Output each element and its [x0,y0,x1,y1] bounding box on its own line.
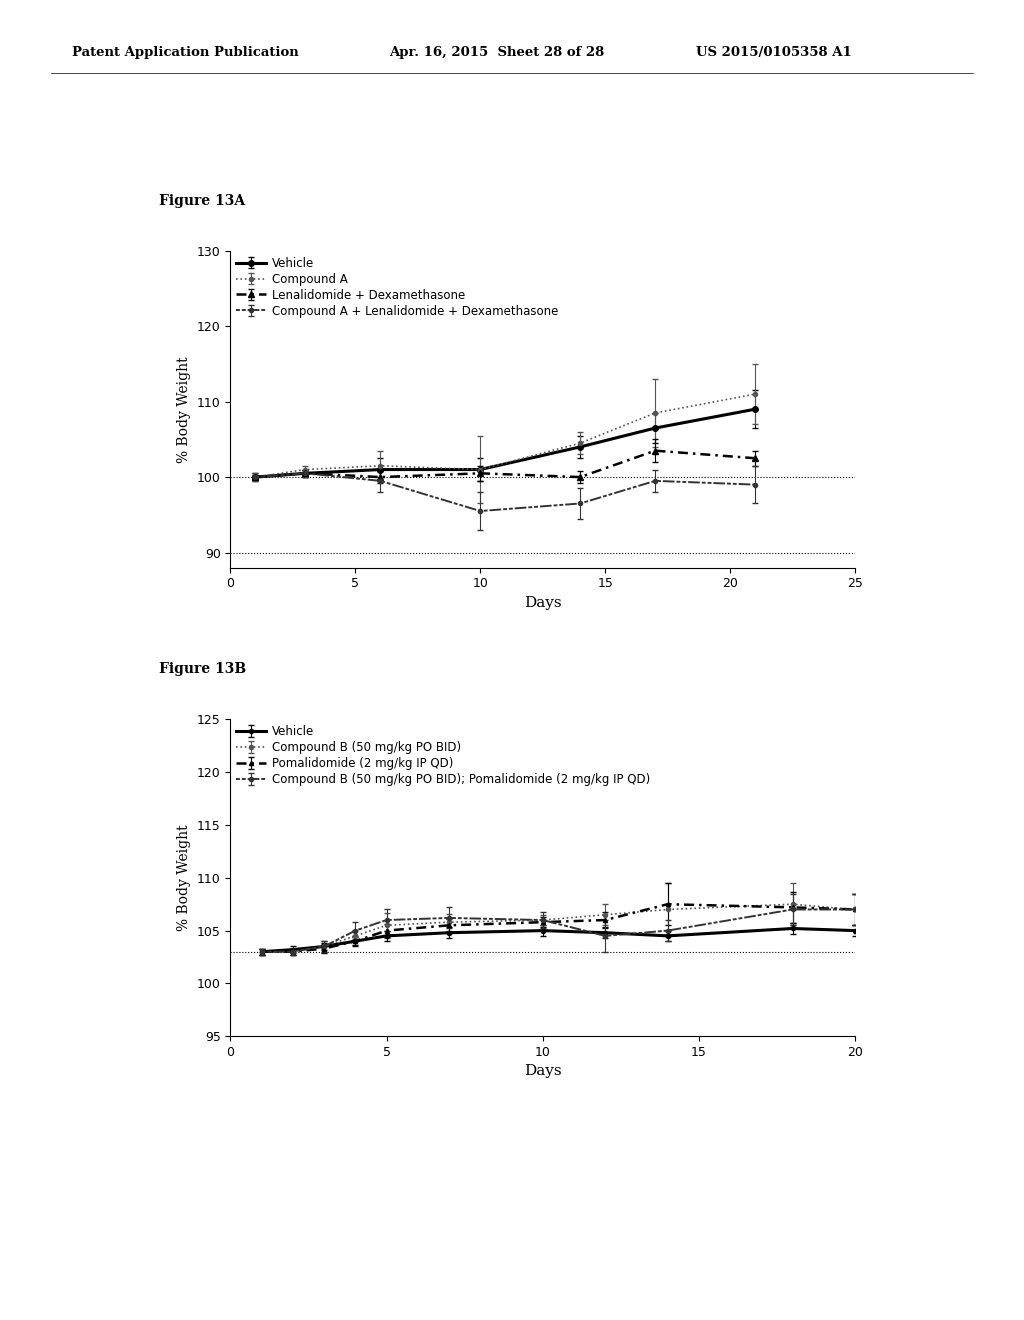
X-axis label: Days: Days [524,595,561,610]
Legend: Vehicle, Compound A, Lenalidomide + Dexamethasone, Compound A + Lenalidomide + D: Vehicle, Compound A, Lenalidomide + Dexa… [237,256,558,318]
Text: US 2015/0105358 A1: US 2015/0105358 A1 [696,46,852,59]
Y-axis label: % Body Weight: % Body Weight [177,825,191,931]
Text: Figure 13B: Figure 13B [159,663,246,676]
Text: Figure 13A: Figure 13A [159,194,245,207]
Legend: Vehicle, Compound B (50 mg/kg PO BID), Pomalidomide (2 mg/kg IP QD), Compound B : Vehicle, Compound B (50 mg/kg PO BID), P… [237,725,650,787]
Text: Patent Application Publication: Patent Application Publication [72,46,298,59]
Y-axis label: % Body Weight: % Body Weight [177,356,191,462]
Text: Apr. 16, 2015  Sheet 28 of 28: Apr. 16, 2015 Sheet 28 of 28 [389,46,604,59]
X-axis label: Days: Days [524,1064,561,1078]
